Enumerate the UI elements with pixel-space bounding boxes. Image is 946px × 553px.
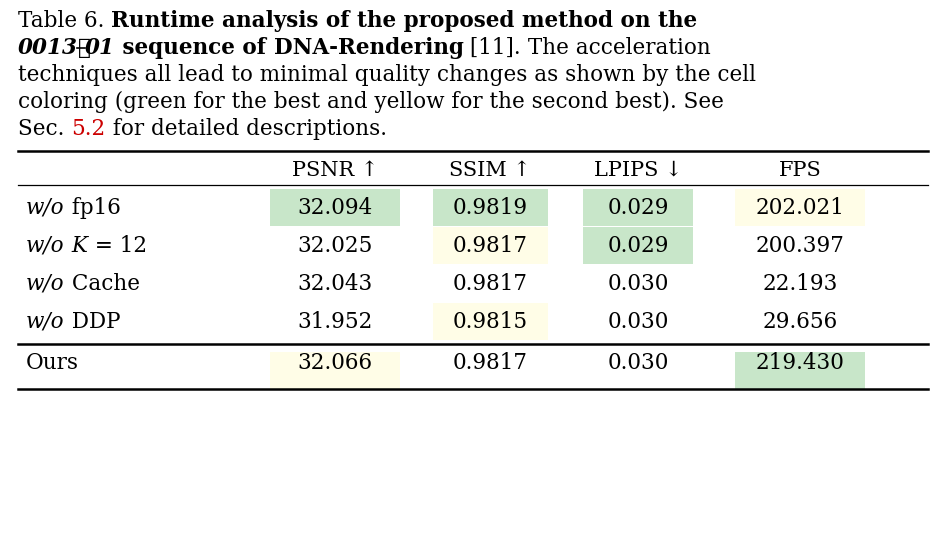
Text: Sec.: Sec. [18,118,71,140]
Text: 5.2: 5.2 [71,118,106,140]
Text: 0.029: 0.029 [607,235,669,257]
Bar [735,352,865,389]
Text: Cache: Cache [64,273,140,295]
Bar [583,227,693,264]
Text: Table 6.: Table 6. [18,10,112,32]
Text: 0.9817: 0.9817 [452,352,528,374]
Text: 32.066: 32.066 [297,352,373,374]
Text: 22.193: 22.193 [762,273,838,295]
Text: LPIPS ↓: LPIPS ↓ [594,161,682,180]
Text: K: K [64,235,88,257]
Text: Runtime analysis of the proposed method on the: Runtime analysis of the proposed method … [112,10,697,32]
Text: w/o: w/o [26,311,64,333]
Text: 202.021: 202.021 [756,197,845,219]
Text: 219.430: 219.430 [756,352,845,374]
Text: DNA-Rendering: DNA-Rendering [273,37,464,59]
Text: 0.030: 0.030 [607,311,669,333]
Text: [11].: [11]. [464,37,521,59]
Bar [270,189,400,226]
Text: 31.952: 31.952 [297,311,373,333]
Bar [270,352,400,389]
Text: PSNR ↑: PSNR ↑ [291,161,378,180]
Text: 0.9817: 0.9817 [452,235,528,257]
Text: sequence of: sequence of [115,37,273,59]
Text: w/o: w/o [26,197,64,219]
Text: 0013: 0013 [18,37,78,59]
Text: coloring (green for the best and yellow for the second best). See: coloring (green for the best and yellow … [18,91,724,113]
Text: 0.9817: 0.9817 [452,273,528,295]
Text: 200.397: 200.397 [756,235,845,257]
Bar [735,189,865,226]
Text: w/o: w/o [26,235,64,257]
Bar [583,189,693,226]
Text: 0.030: 0.030 [607,352,669,374]
Text: 32.094: 32.094 [297,197,373,219]
Text: SSIM ↑: SSIM ↑ [449,161,531,180]
Bar [432,303,548,340]
Text: 0.030: 0.030 [607,273,669,295]
Text: 32.025: 32.025 [297,235,373,257]
Text: for detailed descriptions.: for detailed descriptions. [106,118,387,140]
Text: w/o: w/o [26,273,64,295]
Text: The acceleration: The acceleration [521,37,710,59]
Text: Ours: Ours [26,352,79,374]
Text: DDP: DDP [64,311,120,333]
Bar [432,227,548,264]
Text: 0.9815: 0.9815 [452,311,528,333]
Text: 0.9819: 0.9819 [452,197,528,219]
Text: 01: 01 [85,37,115,59]
Text: 29.656: 29.656 [762,311,837,333]
Text: = 12: = 12 [88,235,147,257]
Text: ͟: ͟ [78,37,91,59]
Bar [432,189,548,226]
Text: 0.029: 0.029 [607,197,669,219]
Text: fp16: fp16 [64,197,120,219]
Text: techniques all lead to minimal quality changes as shown by the cell: techniques all lead to minimal quality c… [18,64,756,86]
Text: 32.043: 32.043 [297,273,373,295]
Text: FPS: FPS [779,161,821,180]
